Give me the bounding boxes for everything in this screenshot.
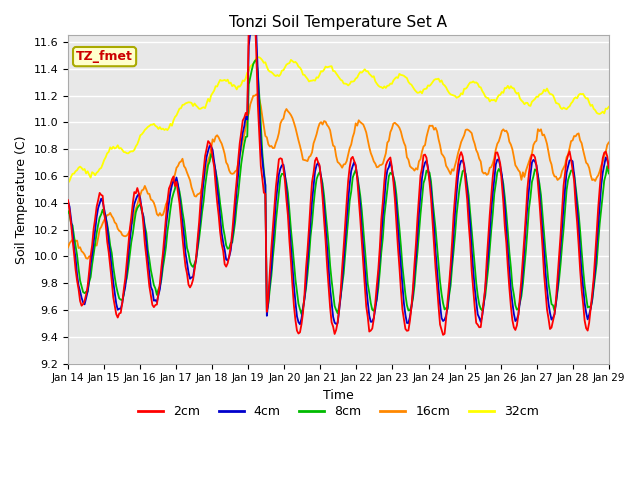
X-axis label: Time: Time: [323, 389, 354, 402]
Legend: 2cm, 4cm, 8cm, 16cm, 32cm: 2cm, 4cm, 8cm, 16cm, 32cm: [133, 400, 544, 423]
Title: Tonzi Soil Temperature Set A: Tonzi Soil Temperature Set A: [229, 15, 447, 30]
Y-axis label: Soil Temperature (C): Soil Temperature (C): [15, 135, 28, 264]
Text: TZ_fmet: TZ_fmet: [76, 50, 133, 63]
